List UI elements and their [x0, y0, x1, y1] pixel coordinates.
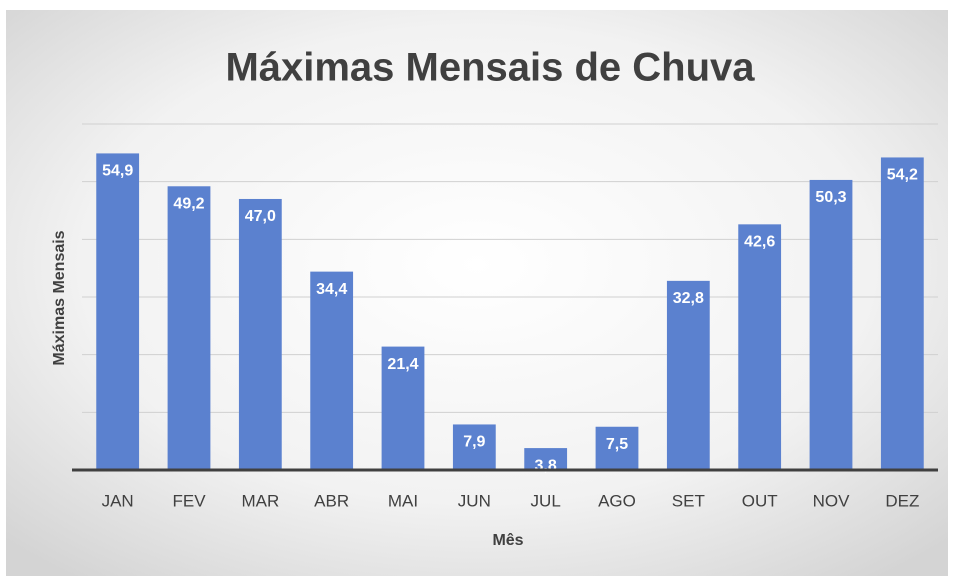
- x-tick-label: MAR: [241, 491, 279, 510]
- bar: [595, 426, 639, 470]
- x-tick-label: DEZ: [885, 491, 919, 510]
- bar: [167, 186, 211, 470]
- x-tick-label: ABR: [314, 491, 349, 510]
- bar: [666, 280, 710, 470]
- x-tick-label: JAN: [102, 491, 134, 510]
- x-tick-label: OUT: [742, 491, 778, 510]
- bar: [738, 224, 782, 470]
- data-label: 42,6: [744, 234, 775, 251]
- x-tick-label: AGO: [598, 491, 636, 510]
- bar: [452, 424, 496, 470]
- x-tick-label: FEV: [172, 491, 206, 510]
- x-axis-title: Mês: [492, 532, 523, 549]
- x-tick-label: MAI: [388, 491, 418, 510]
- data-label: 32,8: [673, 290, 704, 307]
- data-label: 54,9: [102, 163, 133, 180]
- data-label: 7,5: [606, 436, 628, 453]
- chart-title: Máximas Mensais de Chuva: [225, 46, 755, 90]
- data-label: 54,2: [887, 167, 918, 184]
- data-label: 50,3: [815, 189, 846, 206]
- data-label: 34,4: [316, 281, 347, 298]
- x-tick-label: JUL: [531, 491, 561, 510]
- data-label: 21,4: [387, 356, 418, 373]
- bar: [310, 271, 354, 470]
- bar: [524, 448, 568, 470]
- chart-area: [6, 10, 948, 576]
- data-label: 49,2: [173, 195, 204, 212]
- bar: [381, 346, 425, 470]
- bar: [880, 157, 924, 471]
- data-label: 3,8: [535, 457, 557, 474]
- x-tick-label: NOV: [813, 491, 851, 510]
- bar: [96, 153, 140, 470]
- x-tick-label: SET: [672, 491, 705, 510]
- x-tick-label: JUN: [458, 491, 491, 510]
- bar: [238, 198, 282, 470]
- data-label: 47,0: [245, 208, 276, 225]
- bar: [809, 179, 853, 471]
- y-axis-title: Máximas Mensais: [51, 230, 68, 365]
- data-label: 7,9: [463, 434, 485, 451]
